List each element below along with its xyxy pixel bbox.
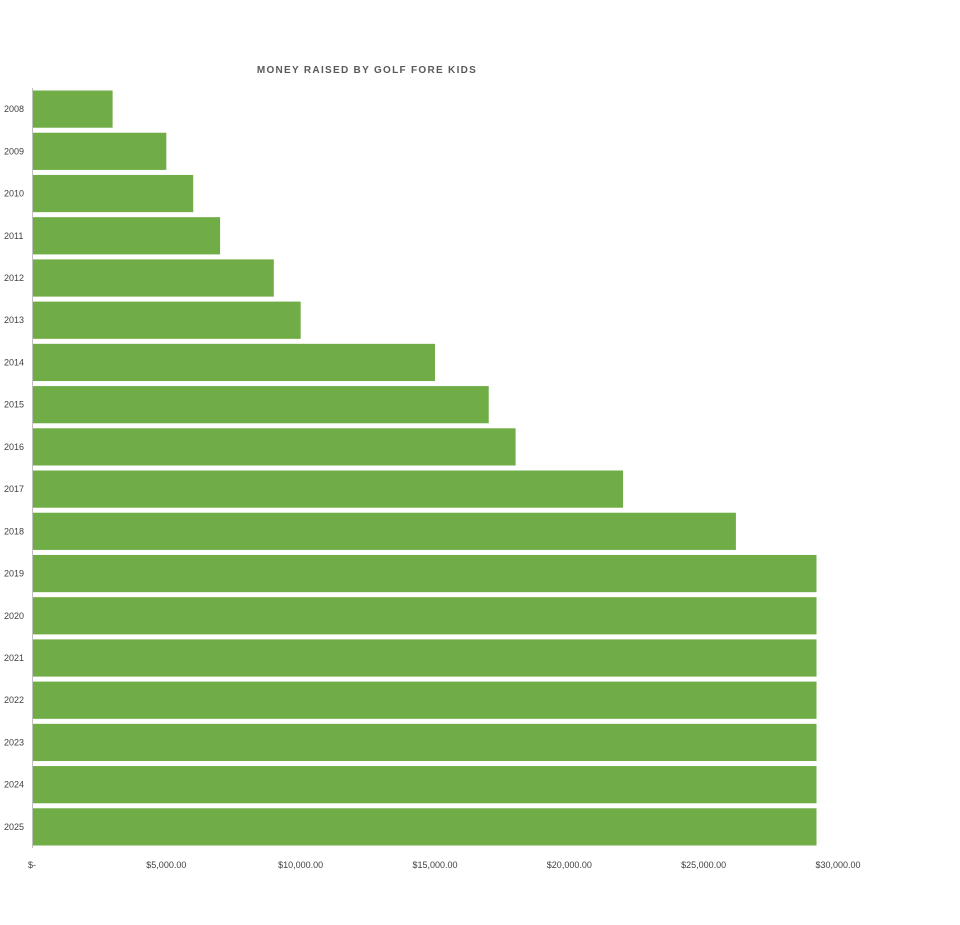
category-label: 2014: [4, 357, 24, 367]
bar: [32, 470, 624, 508]
category-label: 2023: [4, 737, 24, 747]
category-label: 2021: [4, 653, 24, 663]
category-label: 2016: [4, 442, 24, 452]
bar: [32, 132, 167, 170]
category-label: 2010: [4, 189, 24, 199]
category-label: 2012: [4, 273, 24, 283]
category-label: 2024: [4, 780, 24, 790]
bar: [32, 554, 817, 593]
x-tick-label: $25,000.00: [681, 860, 726, 870]
bar: [32, 90, 113, 128]
category-label: 2018: [4, 526, 24, 536]
bar: [32, 428, 516, 466]
bar: [32, 808, 817, 846]
chart-title: MONEY RAISED BY GOLF FORE KIDS: [256, 65, 478, 76]
x-tick-label: $5,000.00: [146, 860, 186, 870]
x-tick-label: $-: [28, 860, 36, 870]
bar: [32, 766, 817, 804]
category-label: 2019: [4, 569, 24, 579]
x-tick-label: $20,000.00: [547, 860, 592, 870]
category-label: 2020: [4, 611, 24, 621]
bar: [32, 174, 194, 213]
bar: [32, 597, 817, 635]
category-label: 2017: [4, 484, 24, 494]
bar: [32, 386, 489, 424]
bar: [32, 259, 274, 297]
category-label: 2011: [4, 231, 23, 241]
category-label: 2025: [4, 822, 24, 832]
bar: [32, 512, 736, 550]
bar: [32, 301, 301, 339]
x-tick-label: $30,000.00: [815, 860, 860, 870]
category-label: 2013: [4, 315, 24, 325]
x-tick-label: $15,000.00: [412, 860, 457, 870]
bar: [32, 723, 817, 762]
bar: [32, 681, 817, 719]
category-label: 2015: [4, 400, 24, 410]
bar: [32, 639, 817, 677]
category-label: 2008: [4, 104, 24, 114]
bar: [32, 343, 435, 382]
category-label: 2022: [4, 695, 24, 705]
x-tick-label: $10,000.00: [278, 860, 323, 870]
category-label: 2009: [4, 146, 24, 156]
bar: [32, 217, 221, 255]
